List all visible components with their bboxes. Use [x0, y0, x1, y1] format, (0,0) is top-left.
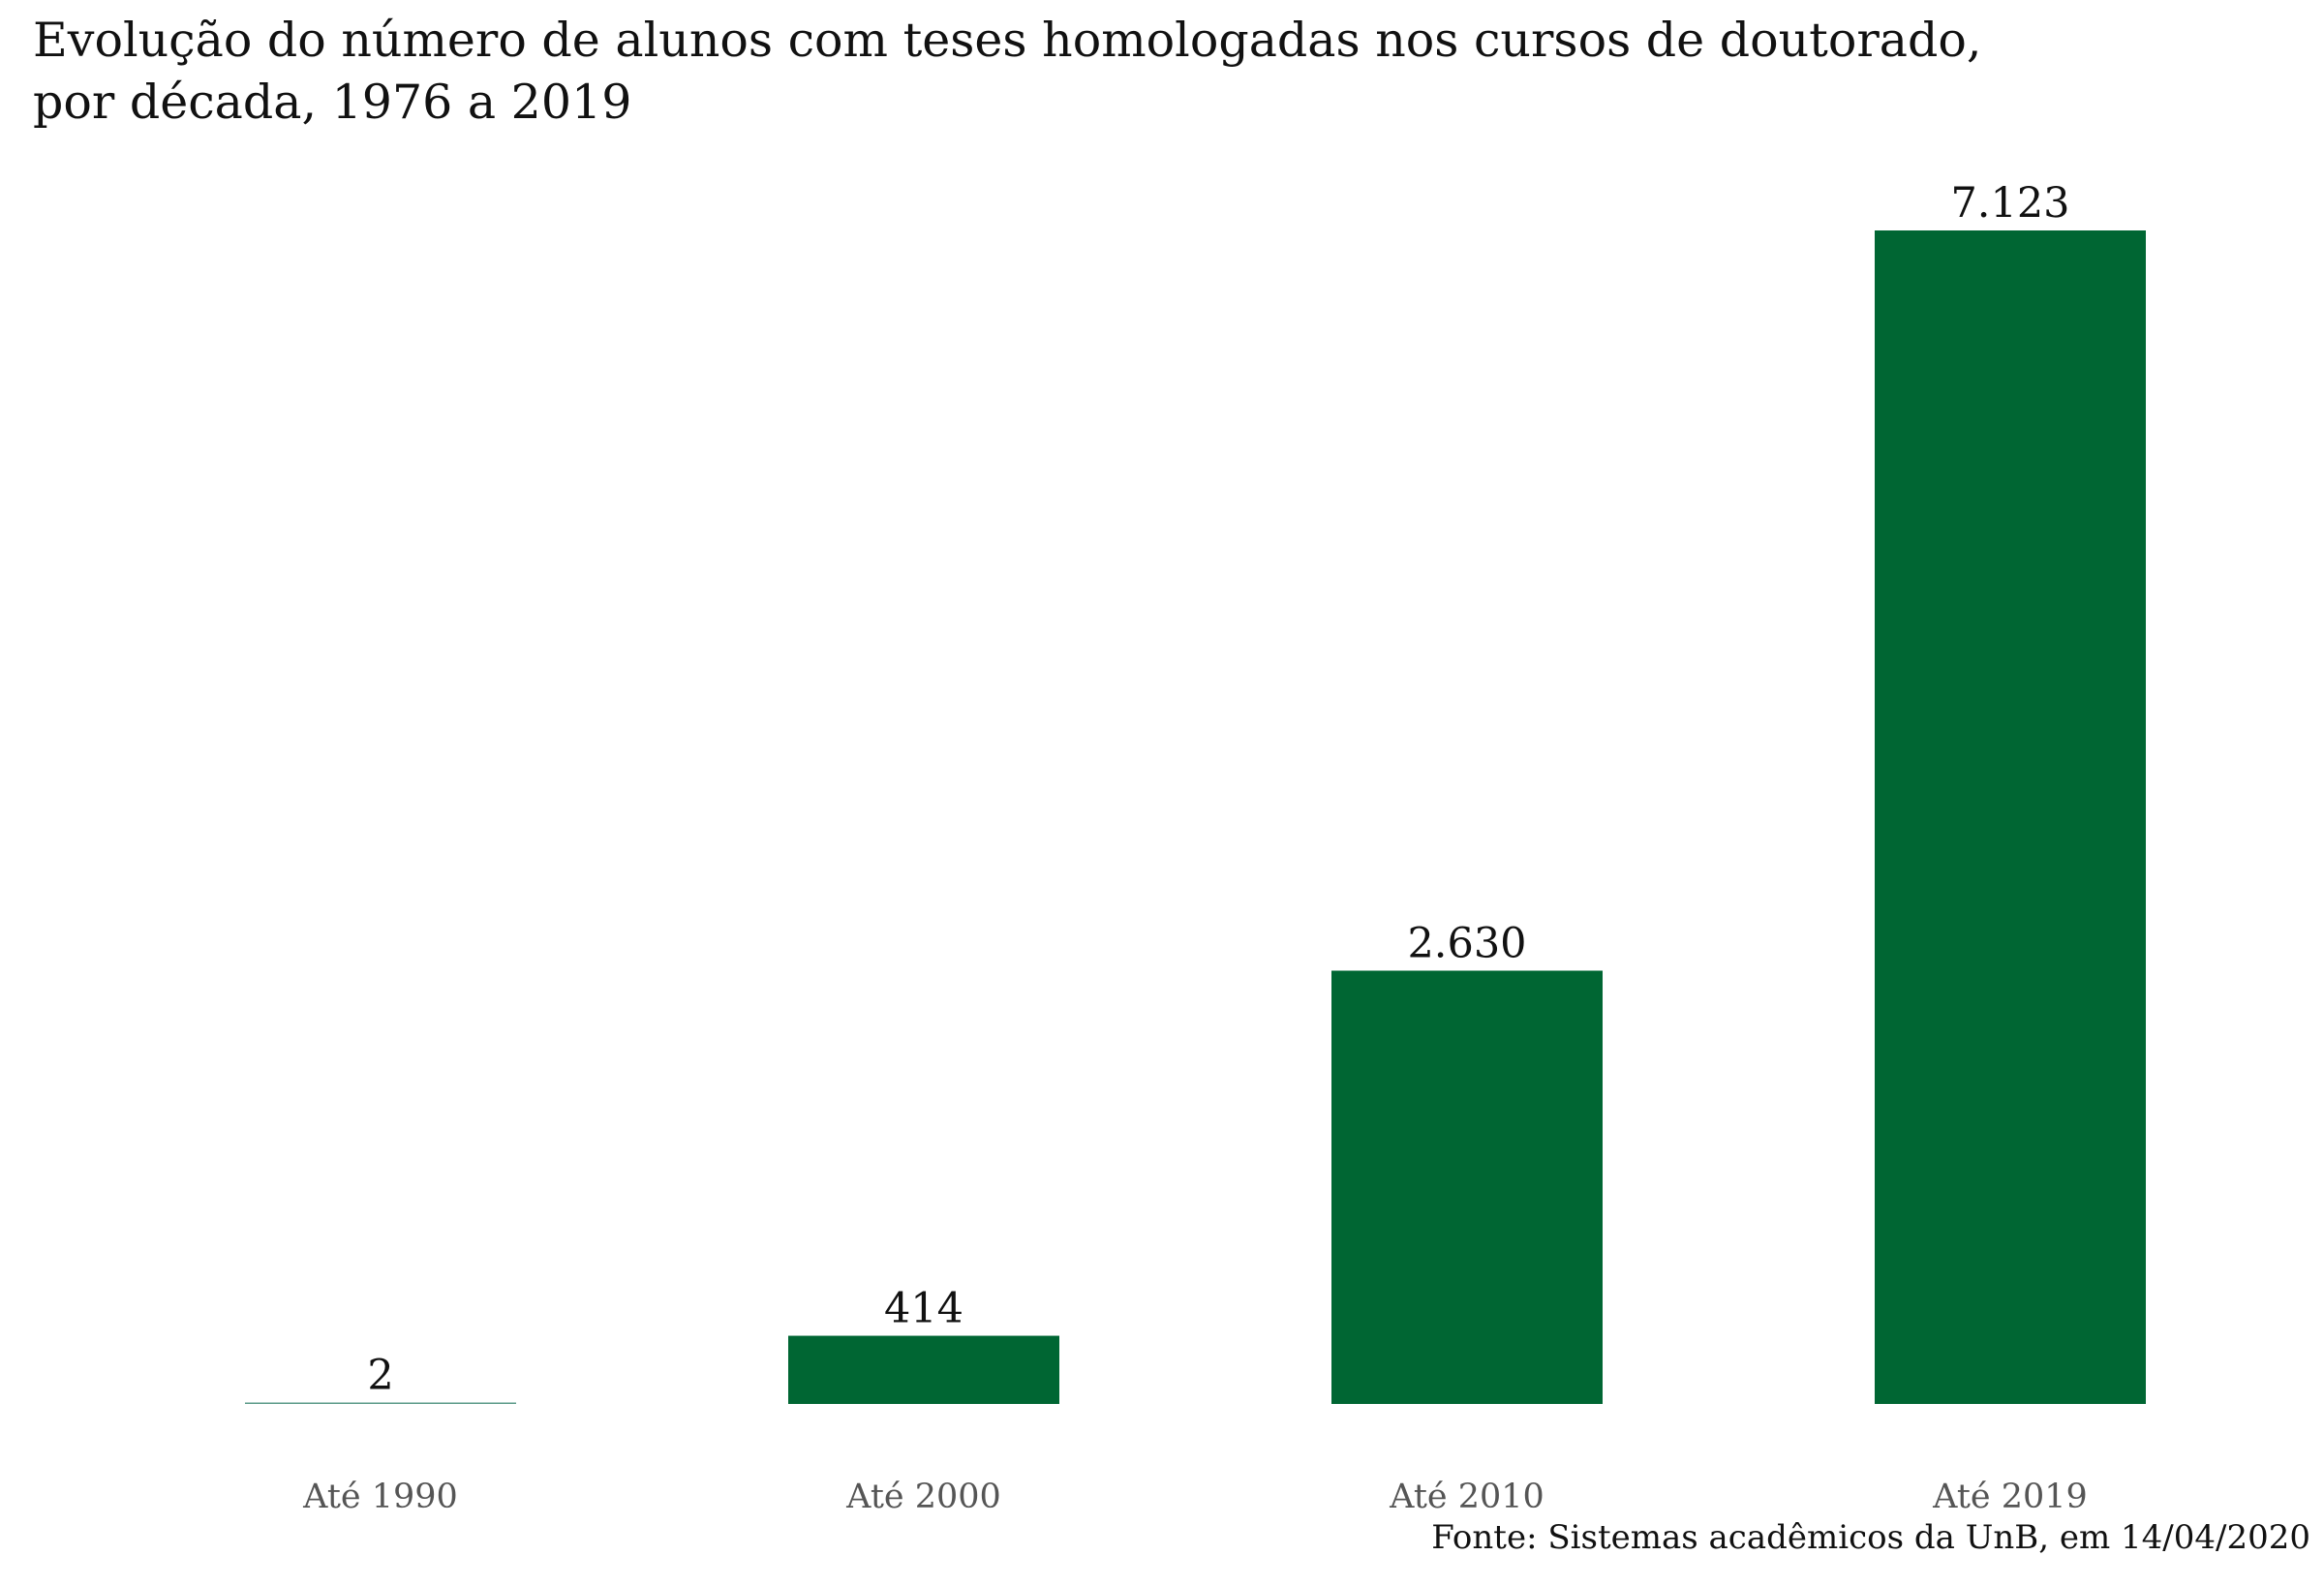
- bar-3: [1331, 970, 1603, 1404]
- category-label-4: Até 2019: [1932, 1478, 2088, 1516]
- bar-4: [1875, 230, 2146, 1404]
- category-label-2: Até 2000: [845, 1478, 1001, 1516]
- value-label-2: 414: [884, 1285, 963, 1333]
- bar-1: [245, 1402, 516, 1404]
- chart-title-line-1: Evolução do número de alunos com teses h…: [33, 13, 1982, 68]
- chart-title-line-2: por década, 1976 a 2019: [33, 75, 632, 130]
- value-label-3: 2.630: [1407, 919, 1526, 967]
- category-label-3: Até 2010: [1389, 1478, 1544, 1516]
- value-label-1: 2: [367, 1352, 393, 1400]
- category-label-1: Até 1990: [302, 1478, 458, 1516]
- value-label-4: 7.123: [1950, 179, 2069, 228]
- bar-2: [788, 1335, 1059, 1404]
- chart-title: Evolução do número de alunos com teses h…: [33, 10, 1981, 134]
- source-note: Fonte: Sistemas acadêmicos da UnB, em 14…: [1431, 1518, 2310, 1557]
